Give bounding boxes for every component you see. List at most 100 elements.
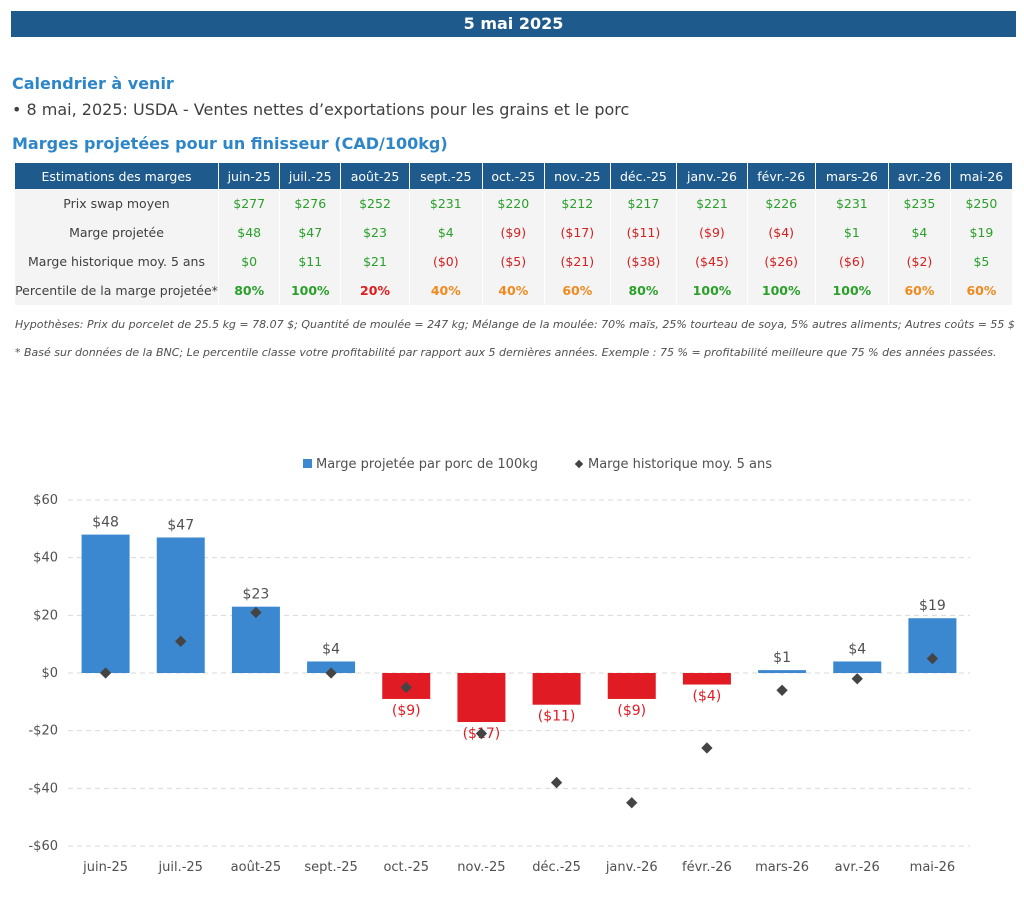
- table-cell: $217: [610, 189, 678, 218]
- table-cell: $277: [218, 189, 281, 218]
- row-label: Marge projetée: [15, 218, 219, 247]
- bar-data-label: $4: [322, 641, 340, 657]
- bar: [156, 537, 205, 673]
- month-header: mars-26: [815, 163, 890, 189]
- month-header: avr.-26: [888, 163, 951, 189]
- table-cell: ($11): [610, 218, 678, 247]
- bar-data-label: $1: [773, 650, 791, 666]
- table-cell: ($9): [676, 218, 748, 247]
- table-cell: $4: [409, 218, 483, 247]
- bar: [457, 673, 506, 723]
- y-tick-label: -$20: [28, 724, 58, 739]
- month-header: févr.-26: [747, 163, 816, 189]
- table-cell: $231: [409, 189, 483, 218]
- x-tick-label: janv.-26: [605, 860, 658, 875]
- assumptions-note: Hypothèses: Prix du porcelet de 25.5 kg …: [15, 318, 1015, 331]
- table-cell: ($9): [482, 218, 545, 247]
- historical-marker: [851, 673, 863, 685]
- x-tick-label: déc.-25: [532, 860, 581, 875]
- table-cell: $250: [950, 189, 1014, 218]
- table-cell: 80%: [218, 276, 281, 305]
- table-cell: ($38): [610, 247, 678, 276]
- y-tick-label: $20: [33, 608, 58, 623]
- month-header: juil.-25: [279, 163, 342, 189]
- margins-title: Marges projetées pour un finisseur (CAD/…: [12, 134, 448, 153]
- table-cell: $11: [279, 247, 342, 276]
- x-tick-label: mai-26: [910, 860, 955, 875]
- y-tick-label: -$60: [28, 839, 58, 854]
- table-cell: $47: [279, 218, 342, 247]
- y-tick-label: $40: [33, 551, 58, 566]
- bar: [908, 618, 957, 673]
- bar-data-label: ($4): [693, 689, 722, 705]
- row-label: Marge historique moy. 5 ans: [15, 247, 219, 276]
- bar-data-label: ($11): [538, 709, 576, 725]
- table-cell: ($2): [888, 247, 951, 276]
- month-header: déc.-25: [610, 163, 678, 189]
- table-cell: $48: [218, 218, 281, 247]
- bar: [307, 661, 356, 673]
- y-tick-label: -$40: [28, 781, 58, 796]
- table-cell: 40%: [409, 276, 483, 305]
- y-tick-label: $60: [33, 493, 58, 508]
- table-cell: ($17): [544, 218, 611, 247]
- bar: [607, 673, 656, 699]
- month-header: mai-26: [950, 163, 1014, 189]
- x-tick-label: nov.-25: [457, 860, 505, 875]
- historical-marker: [325, 667, 337, 679]
- month-header: oct.-25: [482, 163, 545, 189]
- x-tick-label: juil.-25: [158, 860, 203, 875]
- x-tick-label: avr.-26: [835, 860, 880, 875]
- x-tick-label: juin-25: [82, 860, 128, 875]
- table-cell: 60%: [888, 276, 951, 305]
- legend-bar-swatch: [303, 459, 312, 468]
- bar-data-label: ($9): [617, 703, 646, 719]
- table-cell: $276: [279, 189, 342, 218]
- x-tick-label: févr.-26: [682, 860, 732, 875]
- table-cell: $235: [888, 189, 951, 218]
- table-cell: 100%: [815, 276, 890, 305]
- table-row: Percentile de la marge projetée* 80% 100% 2…: [15, 276, 1014, 305]
- calendar-title: Calendrier à venir: [12, 74, 174, 93]
- table-row: Marge projetée $48 $47 $23 $4 ($9) ($17) ($11)(…: [15, 218, 1014, 247]
- table-cell: 80%: [610, 276, 678, 305]
- table-cell: ($4): [747, 218, 816, 247]
- bar-data-label: ($9): [392, 703, 421, 719]
- bar: [682, 673, 731, 685]
- table-cell: $221: [676, 189, 748, 218]
- table-cell: $220: [482, 189, 545, 218]
- table-cell: $4: [888, 218, 951, 247]
- margins-table: Estimations des marges juin-25 juil.-25 ao…: [15, 163, 1014, 305]
- historical-marker: [626, 797, 638, 809]
- bar: [758, 670, 807, 673]
- row-header: Estimations des marges: [15, 163, 219, 189]
- historical-marker: [701, 742, 713, 754]
- historical-marker: [550, 776, 563, 789]
- table-cell: $0: [218, 247, 281, 276]
- table-cell: 100%: [747, 276, 816, 305]
- historical-marker: [475, 727, 488, 740]
- calendar-item: • 8 mai, 2025: USDA - Ventes nettes d’ex…: [12, 100, 630, 119]
- bar-data-label: $23: [243, 587, 270, 603]
- legend-bar-label: Marge projetée par porc de 100kg: [316, 457, 538, 472]
- table-row: Marge historique moy. 5 ans $0 $11 $21 ($0)(…: [15, 247, 1014, 276]
- bar-data-label: $4: [848, 641, 866, 657]
- table-cell: $252: [340, 189, 410, 218]
- row-label: Percentile de la marge projetée*: [15, 276, 219, 305]
- table-cell: ($21): [544, 247, 611, 276]
- legend-marker: Marge historique moy. 5 ans: [574, 457, 772, 472]
- bar: [833, 661, 882, 673]
- y-tick-label: $0: [41, 666, 58, 681]
- x-tick-label: sept.-25: [304, 860, 358, 875]
- month-header: janv.-26: [676, 163, 748, 189]
- table-cell: 60%: [544, 276, 611, 305]
- table-cell: $212: [544, 189, 611, 218]
- table-cell: ($0): [409, 247, 483, 276]
- table-cell: $5: [950, 247, 1014, 276]
- table-cell: ($5): [482, 247, 545, 276]
- x-tick-label: août-25: [231, 860, 282, 875]
- table-cell: $226: [747, 189, 816, 218]
- table-cell: 40%: [482, 276, 545, 305]
- month-header: nov.-25: [544, 163, 611, 189]
- legend-bar: Marge projetée par porc de 100kg: [303, 457, 538, 472]
